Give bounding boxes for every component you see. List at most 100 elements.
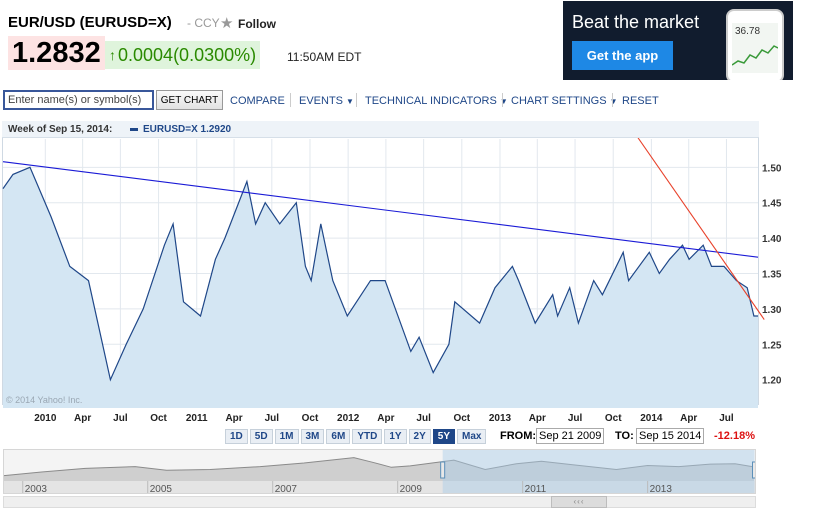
x-tick-label: 2012 <box>337 413 360 424</box>
chart-panel: 1.20 1.25 1.30 1.35 1.40 1.45 1.50 2010 Apr Jul O… <box>0 117 835 447</box>
legend-series: EURUSD=X 1.2920 <box>143 124 232 135</box>
x-tick-label: Oct <box>605 413 622 424</box>
x-axis: 2010 Apr Jul Oct 2011 Apr Jul Oct 2012 Apr Jul Oct 2… <box>34 413 734 424</box>
get-app-button[interactable]: Get the app <box>572 41 673 70</box>
chart-toolbar: GET CHART COMPARE EVENTS▼ TECHNICAL INDI… <box>0 86 835 116</box>
navigator-selection[interactable] <box>442 450 755 494</box>
technical-indicators-menu[interactable]: TECHNICAL INDICATORS ▼ <box>365 95 508 107</box>
x-tick-label: Apr <box>680 413 697 424</box>
x-tick-label: Apr <box>225 413 242 424</box>
caret-down-icon: ▼ <box>499 97 508 106</box>
series-area <box>3 167 758 408</box>
from-date-input[interactable] <box>536 428 604 444</box>
range-button-1y[interactable]: 1Y <box>384 429 407 444</box>
arrow-up-icon: ↑ <box>109 47 116 63</box>
range-button-6m[interactable]: 6M <box>326 429 351 444</box>
y-tick-label: 1.40 <box>762 234 782 245</box>
trendlines <box>2 131 765 320</box>
chart-legend: Week of Sep 15, 2014: EURUSD=X 1.2920 <box>2 121 759 138</box>
reset-link[interactable]: RESET <box>622 95 659 107</box>
x-tick-label: Jul <box>265 413 280 424</box>
navigator-label: 2013 <box>650 484 673 494</box>
y-tick-label: 1.45 <box>762 199 782 210</box>
range-change-percent: -12.18% <box>714 430 755 442</box>
x-tick-label: Oct <box>453 413 470 424</box>
x-tick-label: 2013 <box>489 413 512 424</box>
quote-title: EUR/USD (EURUSD=X) <box>8 14 172 31</box>
navigator-label: 2005 <box>150 484 173 494</box>
x-tick-label: Jul <box>719 413 734 424</box>
caret-down-icon: ▼ <box>609 97 618 106</box>
y-tick-label: 1.20 <box>762 376 782 387</box>
from-label: FROM: <box>500 430 537 442</box>
range-button-5d[interactable]: 5D <box>249 429 273 444</box>
follow-button[interactable]: Follow <box>238 17 276 31</box>
range-button-ytd[interactable]: YTD <box>352 429 383 444</box>
navigator-line <box>4 457 755 477</box>
x-tick-label: Apr <box>74 413 91 424</box>
app-ad-banner[interactable]: Beat the market Get the app 36.78 <box>563 1 793 80</box>
toolbar-divider <box>290 93 291 107</box>
toolbar-divider <box>502 93 503 107</box>
range-button-max[interactable]: Max <box>457 429 487 444</box>
x-tick-label: Jul <box>416 413 431 424</box>
range-button-1m[interactable]: 1M <box>274 429 299 444</box>
range-button-1d[interactable]: 1D <box>225 429 248 444</box>
price-chart[interactable]: 1.20 1.25 1.30 1.35 1.40 1.45 1.50 2010 Apr Jul O… <box>0 117 835 427</box>
to-label: TO: <box>615 430 634 442</box>
symbol-search-input[interactable] <box>3 90 154 110</box>
x-tick-label: Jul <box>113 413 128 424</box>
x-tick-label: Jul <box>568 413 583 424</box>
last-price: 1.2832 <box>8 36 105 70</box>
x-tick-label: Apr <box>529 413 546 424</box>
x-tick-label: 2011 <box>186 413 208 424</box>
chart-settings-menu[interactable]: CHART SETTINGS ▼ <box>511 95 617 107</box>
navigator-label: 2009 <box>400 484 423 494</box>
events-label: EVENTS <box>299 95 344 107</box>
resistance-trendline <box>2 161 759 258</box>
y-tick-label: 1.30 <box>762 305 782 316</box>
range-button-5y[interactable]: 5Y <box>432 429 456 444</box>
get-chart-button[interactable]: GET CHART <box>156 90 223 110</box>
navigator-axis-band <box>4 481 755 493</box>
navigator-handle-right[interactable] <box>752 461 756 479</box>
star-icon[interactable]: ★ <box>220 15 234 32</box>
navigator-label: 2003 <box>25 484 48 494</box>
navigator-chart: 2003 2005 2007 2009 2011 2013 <box>4 450 756 494</box>
navigator-handle-left[interactable] <box>440 461 446 479</box>
y-tick-label: 1.35 <box>762 270 782 281</box>
y-tick-label: 1.50 <box>762 163 782 174</box>
navigator-area <box>4 457 755 481</box>
chart-settings-label: CHART SETTINGS <box>511 95 607 107</box>
legend-period: Week of Sep 15, 2014: <box>8 124 113 135</box>
mini-chart-icon <box>732 45 778 66</box>
quote-time: 11:50AM EDT <box>287 50 362 64</box>
events-menu[interactable]: EVENTS ▼ <box>299 95 354 107</box>
timeline-navigator[interactable]: 2003 2005 2007 2009 2011 2013 <box>3 449 756 494</box>
quote-summary: EUR/USD (EURUSD=X) - CCY ★ Follow 1.2832… <box>0 0 560 82</box>
technical-indicators-label: TECHNICAL INDICATORS <box>365 95 497 107</box>
toolbar-divider <box>612 93 613 107</box>
quote-header: EUR/USD (EURUSD=X) - CCY ★ Follow 1.2832… <box>0 0 835 86</box>
legend-swatch <box>130 128 138 131</box>
x-tick-label: Oct <box>302 413 319 424</box>
phone-screen: 36.78 <box>732 23 778 73</box>
scrollbar-thumb[interactable]: ‹‹‹ <box>551 496 607 508</box>
navigator-label: 2011 <box>525 484 547 494</box>
compare-link[interactable]: COMPARE <box>230 95 285 107</box>
to-date-input[interactable] <box>636 428 704 444</box>
downtrend-trendline <box>633 131 765 320</box>
phone-icon: 36.78 <box>726 9 784 80</box>
navigator-scrollbar[interactable] <box>3 496 756 508</box>
navigator-label: 2007 <box>275 484 298 494</box>
range-button-2y[interactable]: 2Y <box>408 429 431 444</box>
ad-headline: Beat the market <box>572 12 700 32</box>
change-percent: (0.0300%) <box>173 44 257 65</box>
range-buttons: 1D 5D 1M 3M 6M YTD 1Y 2Y 5Y Max <box>225 429 488 444</box>
x-tick-label: Oct <box>150 413 167 424</box>
y-axis: 1.20 1.25 1.30 1.35 1.40 1.45 1.50 <box>762 163 782 386</box>
price-area <box>2 166 758 408</box>
range-button-3m[interactable]: 3M <box>300 429 325 444</box>
price-change: ↑ 0.0004(0.0300%) <box>105 41 261 69</box>
caret-down-icon: ▼ <box>346 97 354 106</box>
